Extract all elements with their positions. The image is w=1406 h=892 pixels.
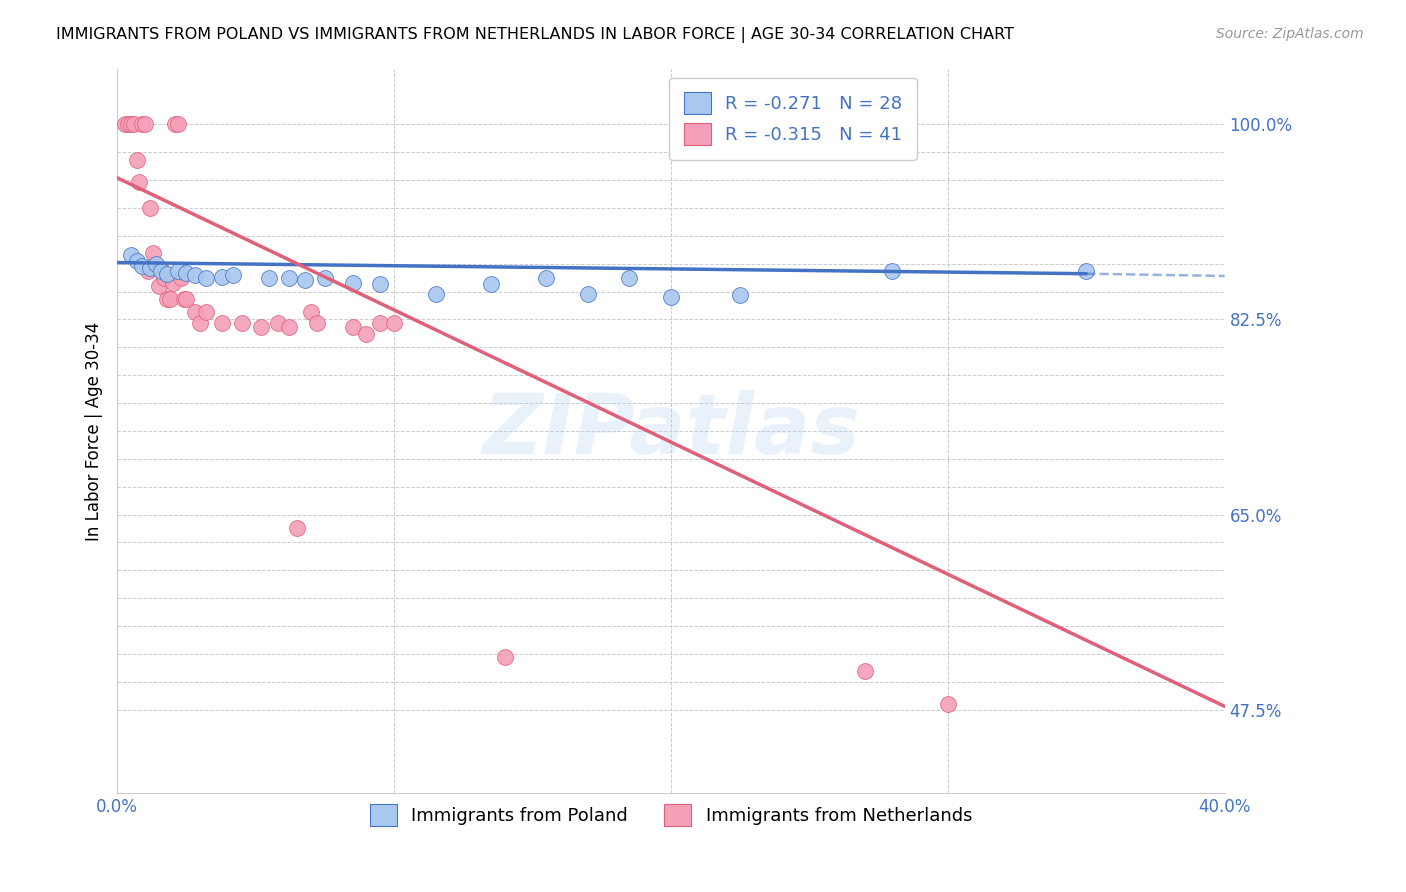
Point (267, 316, 290, 330)
Point (619, 271, 641, 285)
Point (156, 293, 179, 307)
Point (259, 271, 281, 285)
Point (277, 320, 299, 334)
Point (167, 117, 190, 131)
Point (853, 664, 876, 678)
Point (136, 264, 159, 278)
Point (576, 286, 599, 301)
Point (342, 320, 364, 334)
Point (342, 276, 364, 290)
Point (117, 117, 139, 131)
Point (294, 273, 316, 287)
Point (131, 117, 153, 131)
Point (176, 293, 198, 307)
Point (479, 277, 502, 291)
Point (188, 316, 211, 330)
Point (120, 117, 142, 131)
Point (142, 245, 165, 260)
Point (162, 276, 184, 290)
Point (728, 288, 751, 302)
Point (222, 268, 245, 282)
Point (882, 264, 904, 278)
Point (173, 293, 195, 307)
Point (145, 257, 167, 271)
Point (285, 521, 308, 535)
Point (176, 266, 198, 280)
Legend: Immigrants from Poland, Immigrants from Netherlands: Immigrants from Poland, Immigrants from … (361, 795, 981, 835)
Point (159, 293, 181, 307)
Point (150, 262, 173, 277)
Point (114, 117, 136, 131)
Point (128, 175, 150, 189)
Point (194, 271, 217, 285)
Point (125, 254, 148, 268)
Point (153, 271, 176, 285)
Point (356, 326, 378, 341)
Text: Source: ZipAtlas.com: Source: ZipAtlas.com (1216, 27, 1364, 41)
Point (122, 117, 145, 131)
Point (494, 650, 516, 665)
Point (183, 268, 205, 282)
Point (277, 271, 299, 285)
Point (936, 697, 959, 711)
Point (183, 304, 205, 318)
Point (299, 304, 322, 318)
Point (131, 259, 153, 273)
Text: ZIPatlas: ZIPatlas (482, 391, 860, 472)
Point (1076, 264, 1098, 278)
Point (194, 304, 217, 318)
Point (150, 264, 173, 278)
Text: IMMIGRANTS FROM POLAND VS IMMIGRANTS FROM NETHERLANDS IN LABOR FORCE | AGE 30-34: IMMIGRANTS FROM POLAND VS IMMIGRANTS FRO… (56, 27, 1014, 43)
Point (139, 261, 162, 276)
Point (170, 271, 193, 285)
Point (305, 316, 328, 330)
Point (148, 279, 170, 293)
Point (134, 117, 156, 131)
Point (156, 267, 179, 281)
Point (211, 316, 233, 330)
Point (145, 260, 167, 274)
Point (165, 117, 187, 131)
Point (425, 286, 447, 301)
Point (211, 270, 233, 285)
Point (659, 290, 682, 304)
Point (368, 316, 391, 330)
Point (250, 320, 273, 334)
Point (314, 271, 336, 285)
Point (536, 271, 558, 285)
Y-axis label: In Labor Force | Age 30-34: In Labor Force | Age 30-34 (86, 321, 103, 541)
Point (382, 316, 405, 330)
Point (231, 316, 253, 330)
Point (139, 201, 162, 215)
Point (368, 277, 391, 291)
Point (125, 153, 148, 167)
Point (120, 248, 142, 262)
Point (167, 264, 190, 278)
